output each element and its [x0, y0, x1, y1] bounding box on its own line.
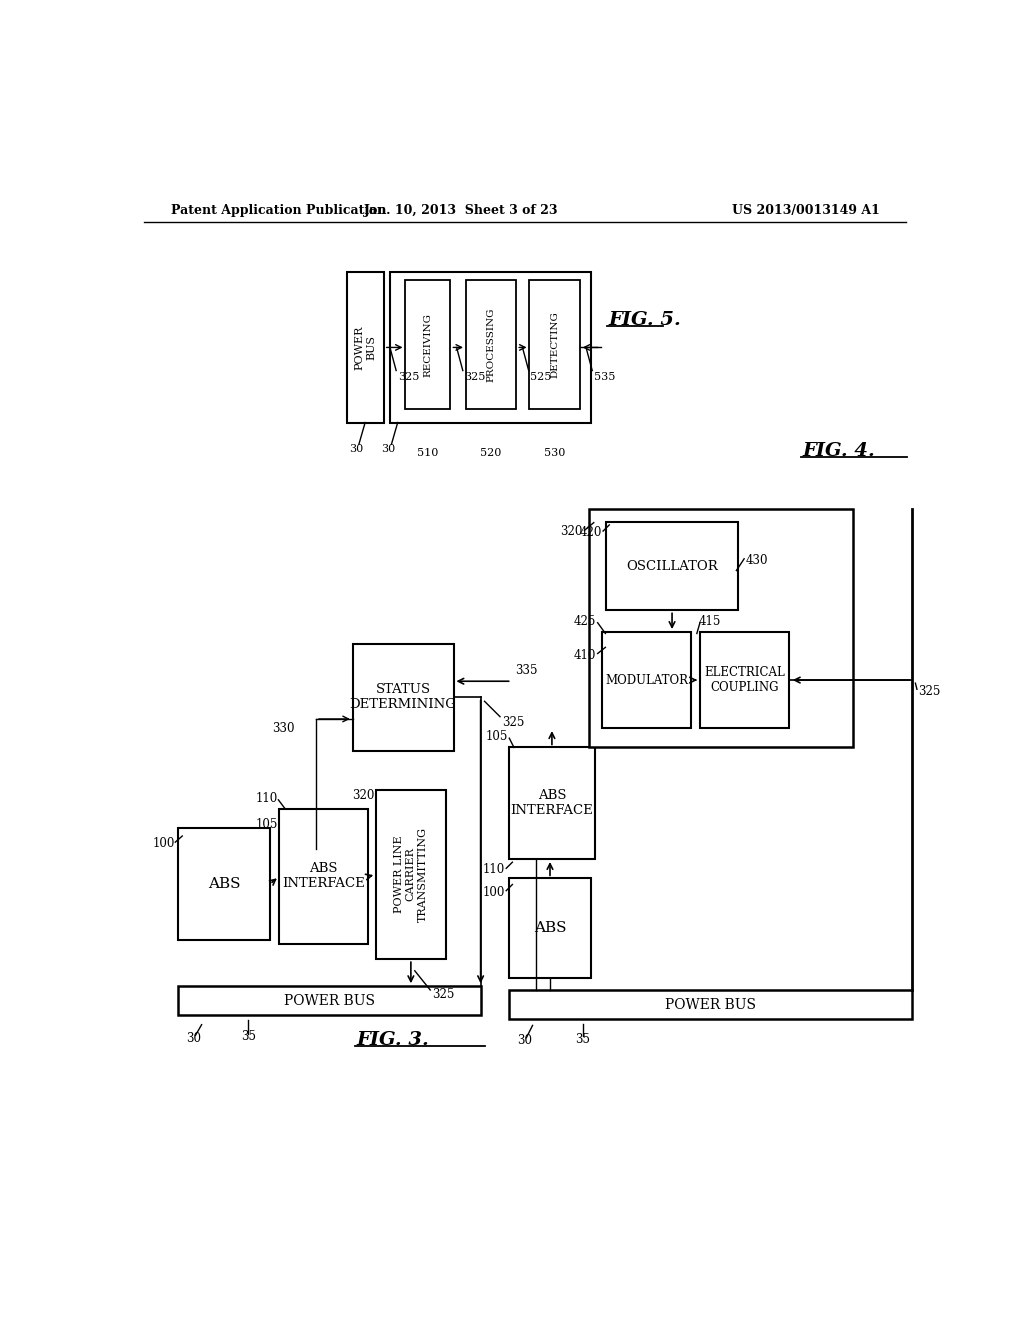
Bar: [376, 789, 445, 960]
Text: 330: 330: [271, 722, 294, 735]
Bar: [178, 829, 270, 940]
Bar: [509, 990, 912, 1019]
Text: 425: 425: [573, 615, 596, 628]
Text: POWER BUS: POWER BUS: [666, 998, 757, 1011]
Text: 335: 335: [515, 664, 538, 677]
Text: FIG. 4.: FIG. 4.: [802, 442, 874, 459]
Text: 30: 30: [186, 1032, 202, 1045]
Text: POWER BUS: POWER BUS: [284, 994, 375, 1007]
Text: 410: 410: [573, 648, 596, 661]
Text: 320: 320: [352, 789, 375, 803]
Text: 110: 110: [255, 792, 278, 805]
Bar: [280, 809, 369, 944]
Bar: [700, 632, 790, 729]
Bar: [606, 521, 738, 610]
Text: ELECTRICAL
COUPLING: ELECTRICAL COUPLING: [705, 667, 784, 694]
Text: 35: 35: [575, 1032, 591, 1045]
Text: 105: 105: [485, 730, 508, 743]
Text: DETECTING: DETECTING: [550, 312, 559, 378]
Text: 110: 110: [482, 863, 505, 876]
Text: 35: 35: [241, 1031, 256, 1044]
Text: 420: 420: [580, 527, 601, 539]
Text: 430: 430: [745, 554, 768, 566]
Bar: [390, 272, 592, 422]
Text: 100: 100: [153, 837, 174, 850]
Text: OSCILLATOR: OSCILLATOR: [626, 560, 718, 573]
Bar: [346, 272, 384, 422]
Text: 100: 100: [482, 886, 505, 899]
Text: STATUS
DETERMINING: STATUS DETERMINING: [349, 684, 457, 711]
Text: 510: 510: [417, 449, 438, 458]
Bar: [589, 508, 853, 747]
Text: FIG. 3.: FIG. 3.: [356, 1031, 429, 1049]
Text: 30: 30: [517, 1035, 532, 1047]
Text: POWER
BUS: POWER BUS: [354, 325, 376, 370]
Text: 105: 105: [255, 818, 278, 832]
Text: 530: 530: [544, 449, 565, 458]
Text: 535: 535: [594, 372, 615, 381]
Text: 30: 30: [381, 445, 395, 454]
Text: 325: 325: [432, 989, 455, 1001]
Text: 325: 325: [397, 372, 419, 381]
Text: Patent Application Publication: Patent Application Publication: [171, 205, 386, 218]
Bar: [602, 632, 691, 729]
Text: ABS
INTERFACE: ABS INTERFACE: [511, 789, 593, 817]
Text: 30: 30: [349, 445, 362, 454]
Bar: [352, 644, 454, 751]
Bar: [406, 280, 451, 409]
Text: FIG. 5.: FIG. 5.: [608, 312, 681, 329]
Text: 525: 525: [530, 372, 552, 381]
Text: Jan. 10, 2013  Sheet 3 of 23: Jan. 10, 2013 Sheet 3 of 23: [364, 205, 558, 218]
Text: 520: 520: [480, 449, 502, 458]
Text: US 2013/0013149 A1: US 2013/0013149 A1: [732, 205, 880, 218]
Text: ABS
INTERFACE: ABS INTERFACE: [283, 862, 366, 891]
Bar: [509, 747, 595, 859]
Bar: [466, 280, 516, 409]
Text: ABS: ABS: [208, 876, 241, 891]
Bar: [178, 986, 480, 1015]
Text: 325: 325: [503, 715, 524, 729]
Text: 325: 325: [464, 372, 485, 381]
Bar: [509, 878, 591, 978]
Text: ABS: ABS: [534, 921, 566, 936]
Text: PROCESSING: PROCESSING: [486, 308, 496, 381]
Bar: [529, 280, 580, 409]
Text: MODULATOR: MODULATOR: [605, 673, 688, 686]
Text: 320: 320: [560, 525, 583, 539]
Text: 415: 415: [698, 615, 721, 628]
Text: RECEIVING: RECEIVING: [424, 313, 432, 376]
Text: POWER LINE
CARRIER
TRANSMITTING: POWER LINE CARRIER TRANSMITTING: [394, 828, 427, 921]
Text: 325: 325: [919, 685, 941, 698]
